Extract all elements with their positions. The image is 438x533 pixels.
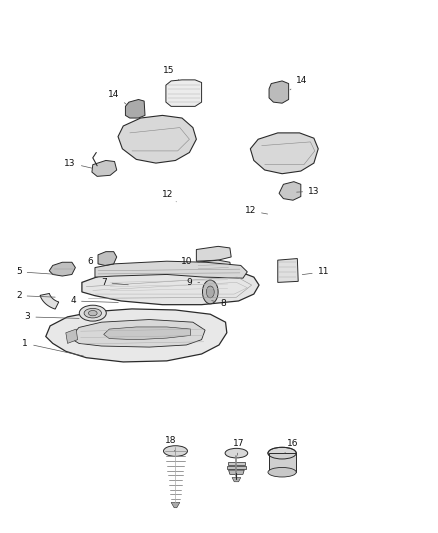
Text: 8: 8 — [212, 299, 226, 308]
Text: 14: 14 — [290, 76, 307, 90]
Text: 10: 10 — [180, 257, 200, 265]
Polygon shape — [118, 115, 196, 163]
Polygon shape — [268, 453, 296, 472]
Polygon shape — [171, 503, 180, 508]
Polygon shape — [46, 309, 227, 362]
Polygon shape — [269, 81, 289, 103]
Text: 6: 6 — [88, 257, 100, 265]
Text: 12: 12 — [162, 190, 177, 202]
Text: 7: 7 — [101, 278, 128, 287]
Polygon shape — [98, 252, 117, 265]
Text: 3: 3 — [25, 312, 79, 321]
Polygon shape — [232, 478, 241, 482]
Text: 5: 5 — [16, 268, 55, 276]
Text: 11: 11 — [302, 268, 329, 276]
Ellipse shape — [84, 309, 102, 318]
Polygon shape — [70, 319, 205, 347]
Ellipse shape — [268, 447, 296, 459]
Text: 16: 16 — [285, 439, 299, 453]
Text: 17: 17 — [233, 439, 244, 455]
Polygon shape — [196, 260, 231, 273]
Text: 4: 4 — [71, 296, 118, 305]
Ellipse shape — [79, 305, 106, 321]
Text: 1: 1 — [22, 339, 84, 356]
Polygon shape — [227, 466, 246, 469]
Polygon shape — [82, 268, 259, 305]
Ellipse shape — [225, 448, 248, 458]
Ellipse shape — [88, 311, 97, 316]
Polygon shape — [228, 462, 245, 465]
Polygon shape — [196, 246, 231, 261]
Polygon shape — [66, 329, 78, 343]
Polygon shape — [279, 182, 301, 200]
Polygon shape — [166, 80, 201, 107]
Text: 14: 14 — [108, 90, 127, 104]
Text: 13: 13 — [297, 187, 320, 196]
Polygon shape — [104, 327, 191, 340]
Polygon shape — [40, 294, 59, 309]
Text: 18: 18 — [166, 436, 177, 451]
Polygon shape — [202, 280, 218, 304]
Ellipse shape — [163, 446, 187, 456]
Text: 15: 15 — [163, 66, 179, 80]
Text: 13: 13 — [64, 159, 93, 168]
Polygon shape — [92, 160, 117, 176]
Polygon shape — [206, 286, 214, 298]
Polygon shape — [229, 470, 244, 474]
Polygon shape — [95, 261, 247, 278]
Polygon shape — [278, 259, 298, 282]
Polygon shape — [251, 133, 318, 174]
Text: 12: 12 — [245, 206, 268, 215]
Text: 2: 2 — [16, 291, 55, 300]
Polygon shape — [49, 262, 75, 276]
Ellipse shape — [268, 467, 296, 477]
Text: 9: 9 — [187, 278, 200, 287]
Polygon shape — [125, 100, 145, 118]
